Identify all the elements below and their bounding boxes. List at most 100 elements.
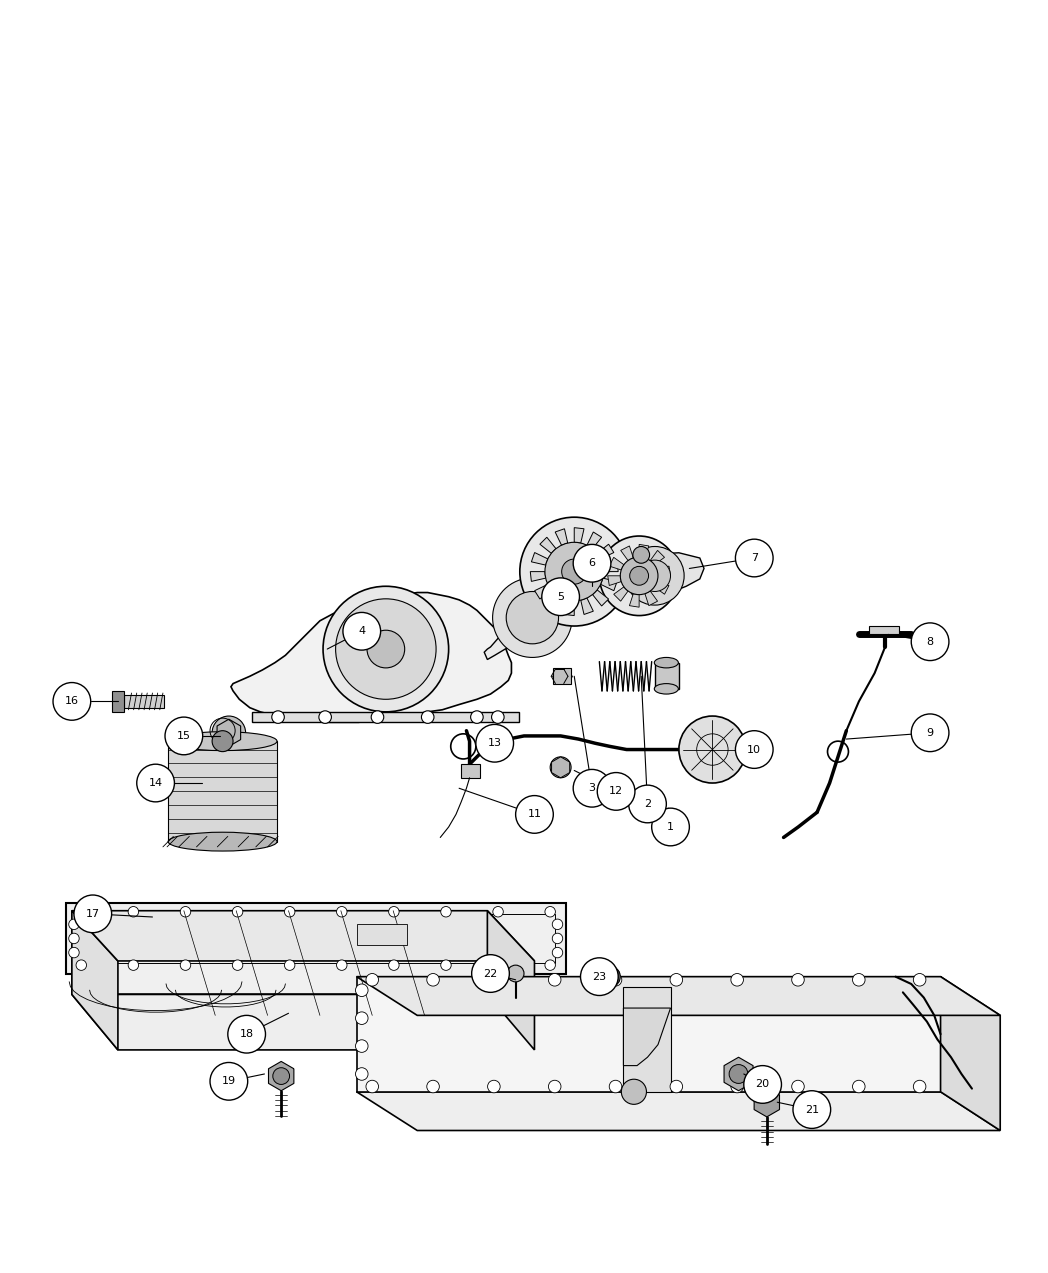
Circle shape bbox=[272, 1068, 289, 1085]
Circle shape bbox=[210, 1063, 247, 1100]
Polygon shape bbox=[620, 546, 633, 560]
Circle shape bbox=[520, 517, 629, 626]
Circle shape bbox=[507, 965, 524, 981]
Circle shape bbox=[597, 773, 635, 810]
Circle shape bbox=[730, 1081, 743, 1092]
Text: 16: 16 bbox=[65, 696, 79, 707]
Circle shape bbox=[516, 796, 553, 834]
Circle shape bbox=[69, 947, 80, 957]
Text: 9: 9 bbox=[926, 728, 934, 738]
Polygon shape bbox=[72, 994, 534, 1050]
Circle shape bbox=[744, 1066, 782, 1104]
Circle shape bbox=[730, 974, 743, 987]
Circle shape bbox=[630, 566, 649, 586]
Circle shape bbox=[599, 536, 679, 616]
Circle shape bbox=[69, 933, 80, 943]
Circle shape bbox=[319, 710, 331, 723]
Circle shape bbox=[336, 960, 347, 970]
Circle shape bbox=[581, 957, 618, 995]
Circle shape bbox=[550, 757, 571, 778]
Circle shape bbox=[367, 630, 405, 668]
Polygon shape bbox=[125, 695, 163, 708]
Polygon shape bbox=[650, 550, 664, 565]
Polygon shape bbox=[630, 593, 639, 607]
Circle shape bbox=[421, 710, 434, 723]
Polygon shape bbox=[356, 976, 940, 1092]
Polygon shape bbox=[657, 566, 671, 575]
Text: 12: 12 bbox=[609, 787, 624, 797]
Circle shape bbox=[548, 1081, 561, 1092]
Polygon shape bbox=[609, 558, 624, 570]
Circle shape bbox=[336, 906, 347, 917]
Polygon shape bbox=[484, 582, 578, 659]
Polygon shape bbox=[597, 544, 614, 559]
Circle shape bbox=[914, 974, 925, 987]
Polygon shape bbox=[72, 910, 487, 994]
Circle shape bbox=[487, 1081, 500, 1092]
Circle shape bbox=[371, 710, 384, 723]
Circle shape bbox=[729, 1064, 748, 1083]
Polygon shape bbox=[487, 910, 534, 1050]
Polygon shape bbox=[534, 584, 551, 600]
Circle shape bbox=[128, 960, 138, 970]
Circle shape bbox=[679, 715, 746, 783]
Polygon shape bbox=[540, 537, 556, 554]
Polygon shape bbox=[724, 1058, 754, 1091]
Circle shape bbox=[793, 1091, 831, 1128]
Circle shape bbox=[609, 974, 621, 987]
Circle shape bbox=[670, 1081, 682, 1092]
Circle shape bbox=[629, 785, 667, 822]
Text: 18: 18 bbox=[240, 1029, 254, 1039]
Polygon shape bbox=[531, 552, 548, 565]
Polygon shape bbox=[356, 1092, 1000, 1130]
Text: 21: 21 bbox=[805, 1105, 818, 1115]
Circle shape bbox=[545, 960, 555, 970]
Circle shape bbox=[472, 955, 509, 993]
Polygon shape bbox=[645, 591, 657, 606]
Circle shape bbox=[626, 546, 684, 605]
Circle shape bbox=[180, 960, 191, 970]
Circle shape bbox=[542, 578, 580, 616]
Circle shape bbox=[493, 906, 503, 917]
Ellipse shape bbox=[168, 732, 277, 751]
Circle shape bbox=[335, 598, 436, 699]
Polygon shape bbox=[461, 764, 480, 778]
Circle shape bbox=[284, 960, 294, 970]
Circle shape bbox=[427, 974, 439, 987]
Circle shape bbox=[227, 1016, 265, 1053]
Circle shape bbox=[53, 682, 91, 721]
Circle shape bbox=[493, 960, 503, 970]
Polygon shape bbox=[356, 976, 1000, 1016]
Circle shape bbox=[441, 960, 452, 970]
Circle shape bbox=[212, 731, 233, 751]
Circle shape bbox=[180, 906, 191, 917]
Text: 19: 19 bbox=[222, 1076, 236, 1086]
Polygon shape bbox=[603, 561, 618, 572]
Polygon shape bbox=[614, 587, 628, 601]
Circle shape bbox=[69, 919, 80, 929]
Circle shape bbox=[545, 542, 604, 601]
Circle shape bbox=[914, 1081, 925, 1092]
Circle shape bbox=[652, 808, 690, 845]
Text: 17: 17 bbox=[86, 909, 100, 919]
Text: 20: 20 bbox=[756, 1080, 769, 1090]
Circle shape bbox=[233, 960, 243, 970]
Text: 4: 4 bbox=[358, 626, 366, 636]
Circle shape bbox=[74, 895, 112, 933]
Polygon shape bbox=[601, 578, 617, 591]
Text: 1: 1 bbox=[667, 822, 674, 833]
Polygon shape bbox=[595, 552, 704, 600]
Circle shape bbox=[573, 545, 611, 582]
Polygon shape bbox=[72, 910, 118, 1050]
Polygon shape bbox=[608, 575, 621, 586]
Circle shape bbox=[573, 769, 611, 807]
Ellipse shape bbox=[654, 657, 678, 668]
Circle shape bbox=[476, 724, 514, 763]
Circle shape bbox=[233, 906, 243, 917]
Text: 8: 8 bbox=[926, 636, 934, 647]
Polygon shape bbox=[530, 572, 546, 582]
Circle shape bbox=[441, 906, 452, 917]
Polygon shape bbox=[870, 626, 899, 634]
Circle shape bbox=[271, 710, 284, 723]
Circle shape bbox=[620, 558, 658, 594]
